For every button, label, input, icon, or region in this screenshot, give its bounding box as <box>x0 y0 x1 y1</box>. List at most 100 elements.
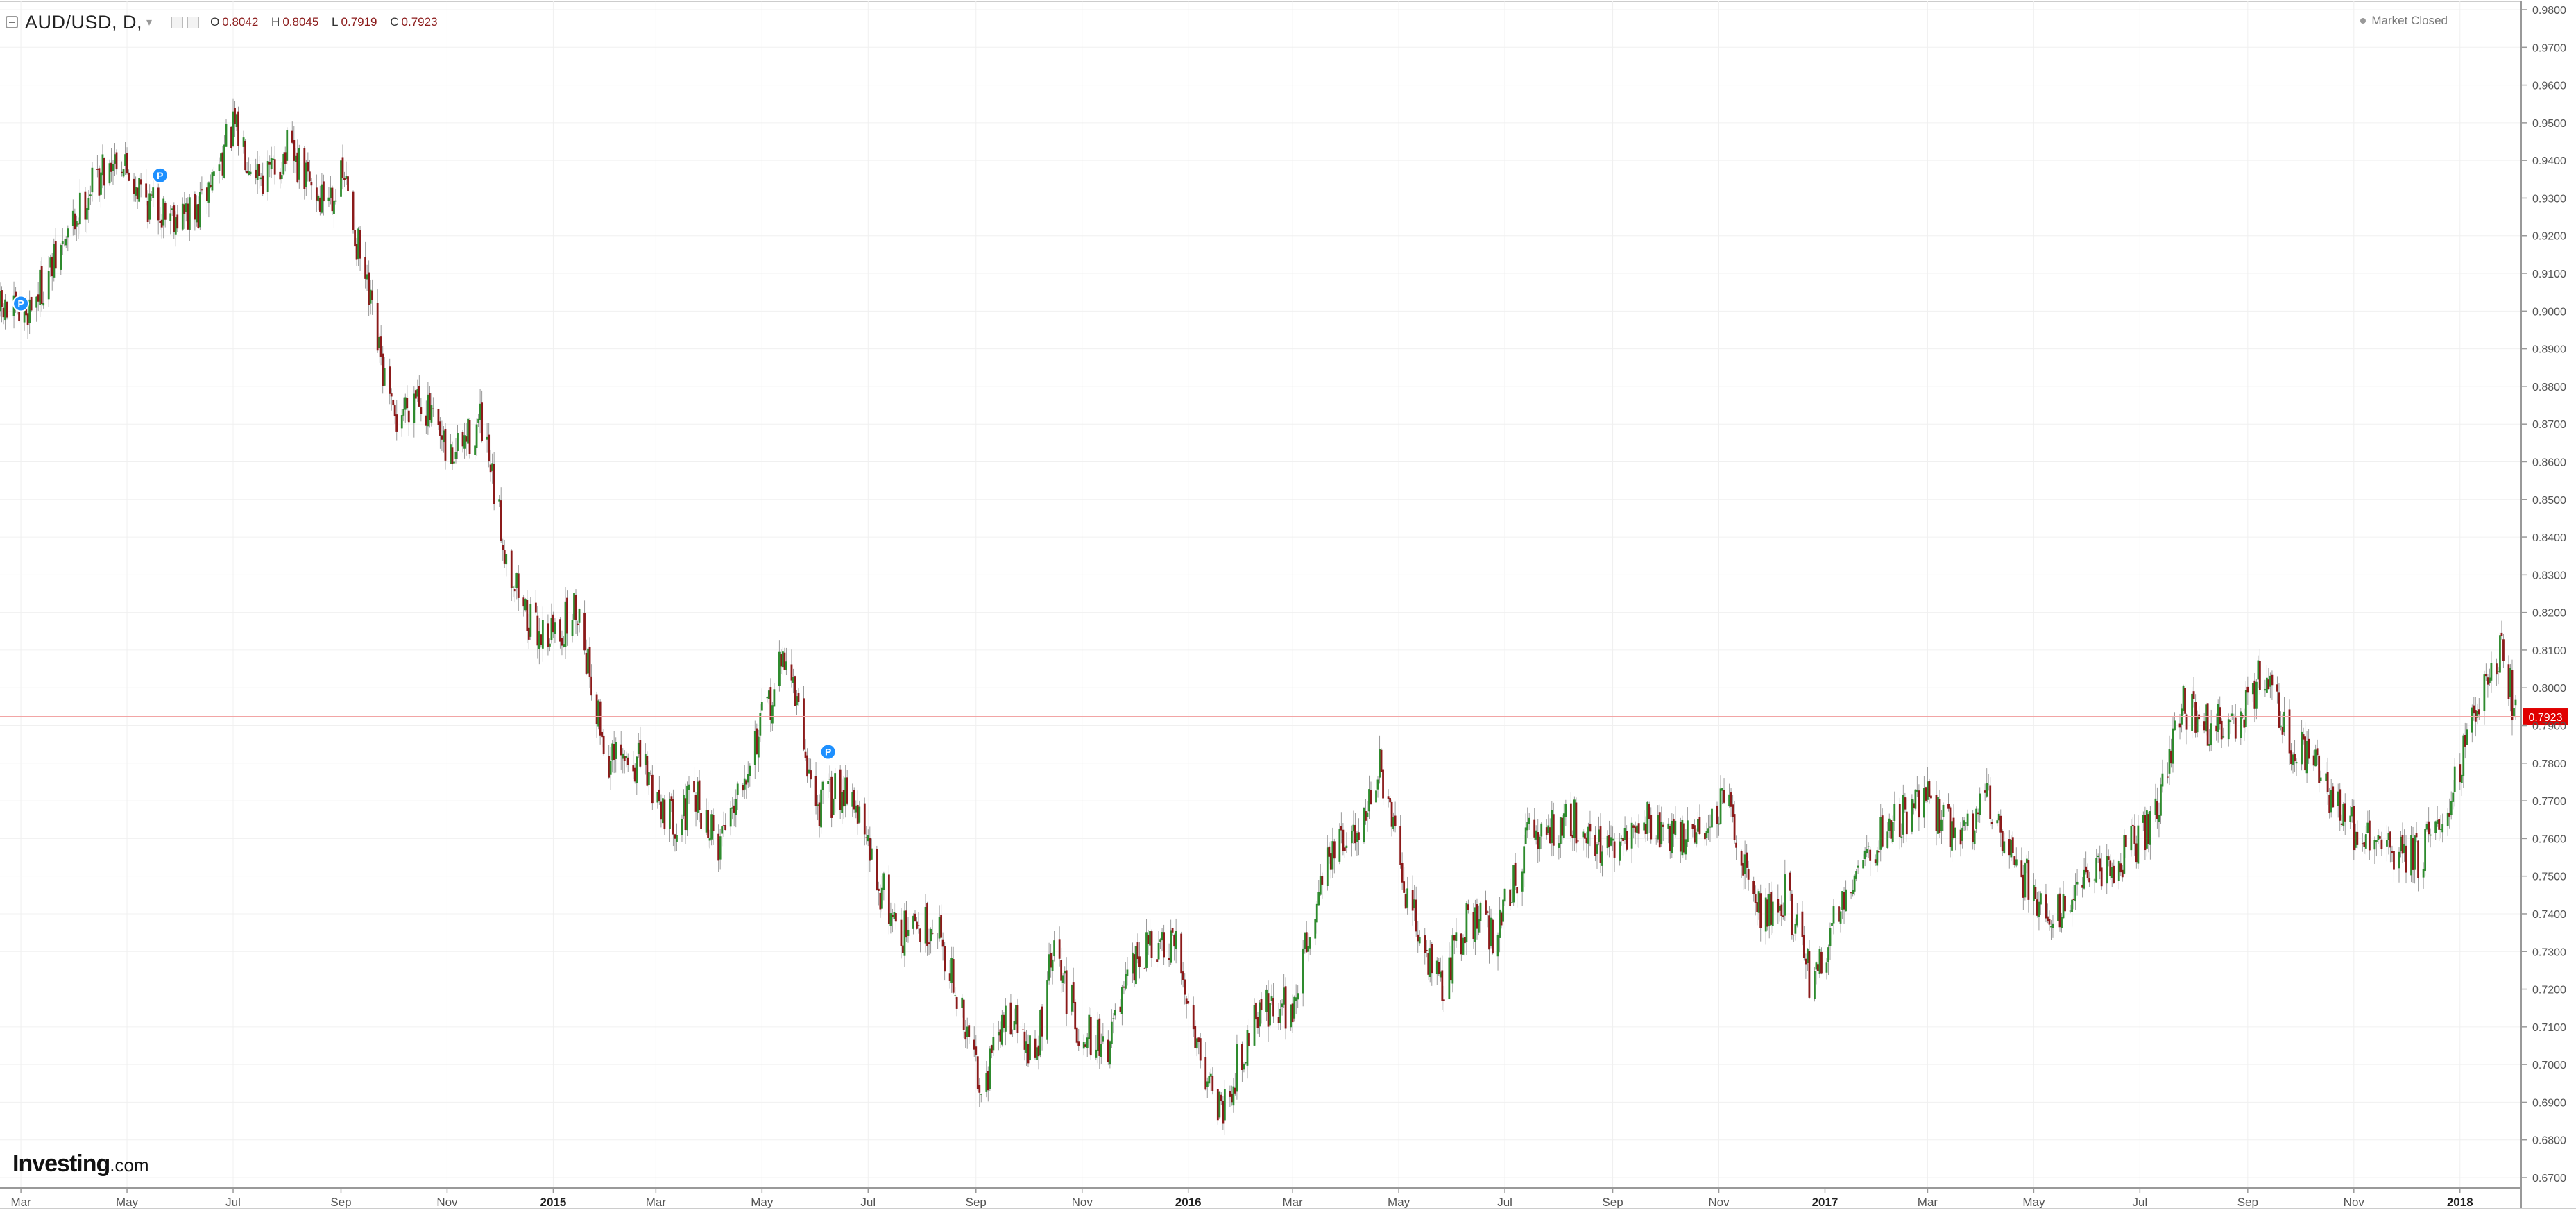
candle-body <box>571 620 574 636</box>
candle-body <box>291 130 293 143</box>
close-icon[interactable] <box>187 16 200 28</box>
candle-body <box>1133 954 1136 981</box>
candle-body <box>475 424 478 448</box>
settings-icon[interactable] <box>171 16 184 28</box>
candle-body <box>430 405 433 423</box>
candle-body <box>1902 795 1904 835</box>
high-value: 0.8045 <box>282 15 319 28</box>
candle-body <box>1333 841 1336 859</box>
y-tick-label: 0.9800 <box>2532 5 2566 17</box>
candle-body <box>928 942 930 944</box>
candle-body <box>1852 890 1854 894</box>
candle-body <box>1569 803 1572 837</box>
candle-body <box>806 755 808 777</box>
candle-body <box>211 172 214 191</box>
candle-body <box>28 299 31 323</box>
candle-body <box>1754 894 1757 903</box>
symbol-label[interactable]: AUD/USD, D, <box>25 11 143 33</box>
candle-body <box>2149 811 2151 845</box>
candle-body <box>1084 1044 1087 1047</box>
candle-body <box>2417 840 2419 878</box>
brand-logo[interactable]: Investing.com <box>12 1150 149 1178</box>
event-marker[interactable]: P <box>151 167 169 184</box>
candle-body <box>1161 932 1163 941</box>
candle-body <box>1658 812 1661 848</box>
candle-body <box>2354 831 2357 848</box>
candle-body <box>2484 674 2487 677</box>
candle-body <box>2387 833 2390 840</box>
candle-body <box>347 176 349 192</box>
candle-body <box>1650 815 1653 840</box>
candle-body <box>1328 846 1331 857</box>
candle-body <box>808 769 810 774</box>
chevron-down-icon[interactable]: ▾ <box>146 17 153 28</box>
candle-body <box>1245 1062 1247 1064</box>
candle-body <box>1455 932 1458 942</box>
candle-body <box>330 187 332 198</box>
candle-body <box>1053 940 1056 957</box>
candle-body <box>1832 906 1835 924</box>
candle-body <box>1853 875 1856 892</box>
candle-body <box>1965 822 1967 824</box>
candle-body <box>1768 894 1771 926</box>
candle-body <box>1064 971 1066 974</box>
candle-body <box>820 789 822 828</box>
candle-body <box>1071 985 1073 1012</box>
candle-body <box>855 805 858 813</box>
last-price-badge <box>2523 708 2568 726</box>
candle-body <box>2074 885 2076 902</box>
candle-body <box>1197 1037 1200 1042</box>
event-marker[interactable]: P <box>12 295 30 312</box>
candle-body <box>2425 824 2428 830</box>
candle-body <box>1036 1047 1038 1060</box>
candle-body <box>1194 1026 1197 1048</box>
candle-body <box>1660 821 1663 844</box>
candle-body <box>420 407 423 414</box>
candle-body <box>1599 826 1602 863</box>
candle-body <box>2288 709 2291 754</box>
candle-body <box>1281 1003 1283 1008</box>
candle-body <box>1646 801 1649 834</box>
candle-body <box>869 838 871 861</box>
candle-body <box>2356 831 2359 845</box>
y-tick-label: 0.8200 <box>2532 608 2566 620</box>
candle-body <box>2161 773 2164 787</box>
candle-body <box>493 464 495 504</box>
event-marker[interactable]: P <box>819 743 837 761</box>
collapse-legend-button[interactable] <box>6 16 18 28</box>
candle-body <box>49 257 52 268</box>
candle-body <box>2174 720 2176 731</box>
candle-body <box>1107 1039 1109 1062</box>
candle-body <box>2436 819 2439 824</box>
candle-body <box>225 124 228 147</box>
candle-body <box>2328 794 2331 813</box>
candle-body <box>2109 860 2112 876</box>
candle-body <box>708 838 711 841</box>
candle-body <box>961 997 964 1008</box>
candle-body <box>817 804 819 806</box>
event-marker-icon <box>151 167 169 184</box>
candle-body <box>1246 1030 1249 1066</box>
candle-body <box>1046 980 1048 1040</box>
candle-body <box>1954 827 1956 838</box>
candle-body <box>1716 805 1718 824</box>
candle-body <box>1831 923 1833 926</box>
candle-body <box>1223 1089 1226 1121</box>
candle-body <box>573 593 575 620</box>
candle-body <box>2429 834 2432 836</box>
candle-body <box>676 835 678 842</box>
candle-body <box>2292 754 2294 765</box>
candle-body <box>1752 881 1755 894</box>
candle-body <box>1015 1005 1017 1025</box>
candle-body <box>853 790 855 810</box>
candle-body <box>2283 711 2285 733</box>
price-line-layer: 0.7923 <box>0 708 2568 726</box>
candle-body <box>1561 817 1564 836</box>
candle-body <box>760 702 763 711</box>
candle-body <box>1794 924 1797 934</box>
candle-body <box>2271 674 2274 686</box>
candle-body <box>1815 962 1818 970</box>
candle-body <box>1379 749 1381 778</box>
